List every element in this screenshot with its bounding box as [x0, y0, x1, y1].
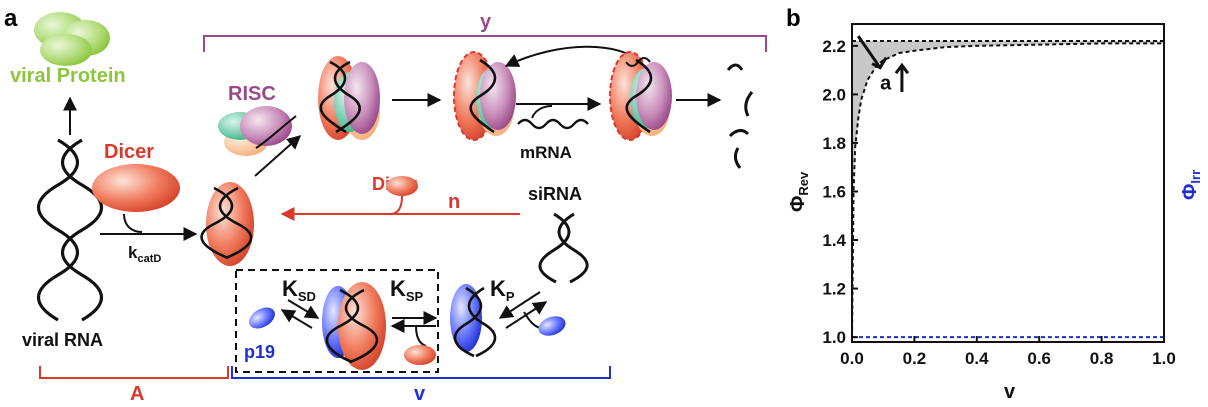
panel-b: b 0.0 0.2 0.4 0.6 0.8 1.0 1.0 1.2 1.4 1.6 1.8 2.0 2.… [786, 5, 1203, 403]
dicer-sirna-helix-icon [200, 186, 253, 260]
dicer-mid-curve [389, 195, 403, 215]
viral-protein-icon [34, 12, 110, 66]
y-tick-label-6: 2.2 [822, 37, 846, 56]
dicer-top-label: Dicer [104, 141, 154, 163]
p19-sirna-complex-icon [450, 284, 497, 358]
ksp-dicer-curve [415, 325, 427, 347]
y-label: y [480, 11, 492, 33]
y-axis-label-irr: ΦIrr [1179, 170, 1203, 200]
panel-a-label: a [4, 5, 18, 32]
y-tick-label-2: 1.4 [822, 231, 846, 250]
mrna-hook [531, 105, 553, 119]
y-tick-label-1: 1.2 [822, 280, 846, 299]
series-line-1 [851, 42, 1164, 338]
risc-icon [218, 106, 297, 156]
plot-frame [851, 23, 1165, 343]
p19-complex-box [235, 269, 439, 373]
n-label: n [448, 191, 460, 213]
y-axis-label-rev: ΦRev [787, 171, 811, 212]
kcat-label: kcatD [128, 243, 161, 265]
y-tick-label-4: 1.8 [822, 134, 846, 153]
p19-label: p19 [244, 342, 275, 362]
a-label: A [130, 383, 144, 405]
x-tick-label-1: 0.2 [903, 349, 927, 368]
y-bracket [203, 35, 767, 52]
kp-forward-arrow [498, 291, 541, 319]
ksd-forward-arrow [287, 299, 320, 319]
sirna-helix-icon [538, 212, 589, 284]
annotation-label: a [880, 73, 892, 95]
shaded-region [852, 40, 1164, 338]
x-tick-label-5: 1.0 [1152, 349, 1176, 368]
phi-vs-v-chart: 0.0 0.2 0.4 0.6 0.8 1.0 1.0 1.2 1.4 1.6 1.8 2.0 2.2 a [822, 23, 1176, 368]
v-label: v [414, 383, 426, 405]
x-tick-label-0: 0.0 [840, 349, 864, 368]
annotation-arrow-up-head [894, 62, 910, 75]
ksp-label: KSP [390, 276, 424, 304]
p19-free-icon [249, 307, 275, 329]
risc-complex-2-icon [453, 51, 516, 141]
y-tick-label-3: 1.6 [822, 182, 846, 201]
ksd-reverse-arrow [280, 309, 313, 329]
dicer-binding-curve [123, 213, 143, 233]
x-tick-label-4: 0.8 [1090, 349, 1114, 368]
mrna-label: mRNA [520, 143, 572, 162]
y-tick-label-0: 1.0 [822, 328, 846, 347]
risc-loading-arrow [254, 135, 302, 177]
dicer-top-icon [92, 164, 180, 212]
risc-label: RISC [228, 83, 276, 105]
dicer-released-icon [404, 345, 436, 365]
kp-p19-curve [523, 311, 541, 329]
kp-label: KP [490, 276, 515, 304]
viral-protein-label: viral Protein [10, 65, 126, 87]
y-tick-label-5: 2.0 [822, 85, 846, 104]
a-bracket [39, 366, 229, 379]
panel-a: a viral Protein viral RNA Dicer kcatD [4, 5, 767, 405]
mrna-icon [517, 118, 589, 130]
x-tick-label-3: 0.6 [1027, 349, 1051, 368]
sirna-label: siRNA [528, 184, 582, 204]
annotation-arrow-down-head [871, 56, 888, 70]
risc-complex-3-icon [609, 51, 672, 141]
annotation-arrow-down [857, 35, 882, 69]
risc-complex-1-icon [318, 56, 380, 140]
viral-rna-helix-icon [37, 138, 103, 322]
viral-rna-label: viral RNA [22, 330, 103, 350]
p19-dicer-sirna-complex-icon [322, 282, 386, 370]
panel-b-label: b [786, 5, 801, 32]
mrna-fragments-icon [726, 63, 754, 169]
v-bracket [231, 366, 611, 379]
ksd-label: KSD [282, 276, 316, 304]
x-axis-label: v [1004, 381, 1016, 403]
dicer-sirna-complex-icon [206, 182, 254, 266]
x-tick-label-2: 0.4 [965, 349, 989, 368]
p19-free-2-icon [538, 316, 566, 336]
dicer-mid-icon [386, 176, 418, 196]
